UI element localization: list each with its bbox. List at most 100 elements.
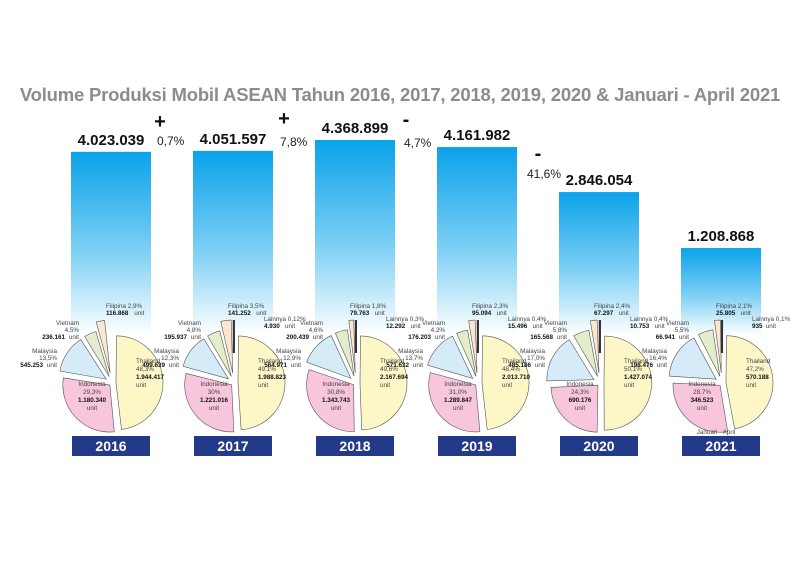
pie-label-2017-vietnam-pct: 4,8% (187, 327, 202, 334)
pie-slice-2019-vietnam (456, 329, 477, 377)
pie-label-2020-thailand-unit: unit (624, 382, 634, 389)
pie-label-2019-filipina-name: Filipina 2,3% (472, 303, 508, 310)
pie-slice-2016-thailand (115, 335, 164, 430)
pie-label-2017-thailand-pct: 49,1% (258, 366, 276, 373)
pie-slice-2019-malaysia (427, 335, 474, 379)
pie-label-2016-indonesia-unit: unit (87, 405, 97, 412)
pie-slice-2021-malaysia (668, 337, 717, 380)
change-sign: + (154, 111, 166, 133)
pie-label-2017-thailand-unit: unit (258, 382, 268, 389)
chart-title: Volume Produksi Mobil ASEAN Tahun 2016, … (19, 84, 781, 105)
pie-label-2019-indonesia-name: Indonesia (444, 381, 472, 388)
year-badge-2019 (438, 436, 516, 456)
total-label-2017: 4.051.597 (200, 131, 267, 148)
pie-label-2020-vietnam-pct: 5,8% (553, 327, 568, 334)
pie-label-2017-filipina-unit: unit (256, 310, 266, 317)
pie-slice-2021-vietnam (698, 329, 721, 377)
pie-label-2016-indonesia-name: Indonesia (78, 381, 106, 388)
pie-label-2019-vietnam-pct: 4,2% (431, 327, 446, 334)
pie-label-2016-thailand-name: Thailand (136, 358, 161, 365)
change-percent: 0,7% (157, 134, 185, 148)
pie-slice-2018-malaysia (306, 335, 352, 379)
pie-label-2016-vietnam-value: 236.161 (42, 334, 65, 341)
pie-label-2019-thailand-pct: 48,4% (502, 366, 520, 373)
pie-label-2016-filipina-value: 116.868 (106, 310, 129, 317)
pie-slice-2020-filipina (589, 319, 600, 374)
pie-label-2020-malaysia-unit: unit (535, 362, 545, 369)
pie-slice-2018-filipina (348, 319, 356, 374)
pie-label-2017-vietnam-value: 195.937 (164, 334, 187, 341)
pie-label-2021-thailand-name: Thailand (746, 358, 771, 365)
pie-label-2016-thailand-unit: unit (136, 382, 146, 389)
year-badge-2016 (72, 436, 150, 456)
pie-slice-2021-thailand (725, 335, 774, 430)
pie-label-2020-filipina-value: 67.297 (594, 310, 614, 317)
pie-label-2019-malaysia-value: 571.632 (386, 362, 409, 369)
pie-label-2021-thailand-value: 570.188 (746, 374, 769, 381)
pie-label-2016-malaysia-unit: unit (47, 362, 57, 369)
total-label-2020: 2.846.054 (566, 172, 633, 189)
pie-slice-2020-thailand (603, 335, 652, 431)
pie-label-2017-filipina-name: Filipina 3,5% (228, 303, 264, 310)
year-label-2019: 2019 (461, 438, 492, 454)
pie-label-2016-vietnam-pct: 4,5% (65, 327, 80, 334)
pie-label-2019-filipina-value: 95.094 (472, 310, 492, 317)
pie-label-2021-malaysia-pct: 16,4% (649, 355, 667, 362)
pie-slice-2017-indonesia (184, 373, 235, 433)
pie-label-2016-thailand-value: 1.944.417 (136, 374, 165, 381)
pie-label-2016-malaysia-pct: 13,5% (39, 355, 57, 362)
pie-label-2016-indonesia-pct: 29,3% (83, 389, 101, 396)
pie-label-2019-thailand-value: 2.013.710 (502, 374, 531, 381)
pie-label-2016-malaysia-name: Malaysia (32, 348, 57, 355)
pie-slice-2017-vietnam (207, 330, 232, 377)
pie-slice-2019-indonesia (428, 372, 481, 433)
pie-label-2021-filipina-unit: unit (741, 310, 751, 317)
pie-label-2017-thailand-value: 1.988.823 (258, 374, 287, 381)
year-label-2016: 2016 (95, 438, 126, 454)
pie-label-2020-lainnya-value: 10.753 (630, 323, 650, 330)
bar-2017 (193, 150, 273, 335)
pie-slice-2018-vietnam (334, 329, 355, 377)
pie-label-2018-filipina-name: Filipina 1,8% (350, 303, 386, 310)
total-label-2016: 4.023.039 (78, 132, 145, 149)
pie-label-2019-lainnya-unit: unit (533, 323, 543, 330)
pie-slice-2020-vietnam (573, 329, 598, 377)
pie-label-2020-malaysia-value: 485.186 (508, 362, 531, 369)
pie-label-2021-malaysia-unit: unit (657, 362, 667, 369)
pie-label-2018-lainnya-value: 12.292 (386, 323, 406, 330)
pie-label-2019-malaysia-pct: 13,7% (405, 355, 423, 362)
pie-label-2016-filipina-unit: unit (134, 310, 144, 317)
year-label-2021: 2021 (705, 438, 736, 454)
pie-label-2017-thailand-name: Thailand (258, 358, 283, 365)
pie-label-2021-lainnya-unit: unit (766, 323, 776, 330)
bar-2016 (71, 151, 151, 335)
pie-label-2018-indonesia-value: 1.343.743 (322, 397, 351, 404)
pie-label-2020-indonesia-pct: 24,3% (571, 389, 589, 396)
pie-label-2018-thailand-name: Thailand (380, 358, 405, 365)
pie-slice-2016-vietnam (84, 331, 110, 377)
pie-label-2018-filipina-value: 79.763 (350, 310, 370, 317)
pie-label-2017-malaysia-name: Malaysia (154, 348, 179, 355)
pie-label-2019-indonesia-value: 1.289.847 (444, 397, 473, 404)
pie-label-2021-indonesia-value: 346.523 (691, 397, 714, 404)
pie-label-2020-thailand-pct: 50,1% (624, 366, 642, 373)
pie-label-2017-lainnya-name: Lainnya 0,12% (264, 316, 306, 323)
pie-label-2020-thailand-name: Thailand (624, 358, 649, 365)
pie-label-2019-vietnam-unit: unit (435, 334, 445, 341)
pie-slice-2018-thailand (359, 335, 408, 431)
pie-label-2017-filipina-value: 141.252 (228, 310, 251, 317)
pie-label-2019-vietnam-value: 176.203 (408, 334, 431, 341)
pie-label-2020-indonesia-value: 690.176 (569, 397, 592, 404)
pie-label-2020-vietnam-value: 165.568 (530, 334, 553, 341)
total-label-2019: 4.161.982 (444, 127, 511, 144)
bar-2020 (559, 192, 639, 335)
pie-label-2020-indonesia-unit: unit (575, 405, 585, 412)
pie-label-2019-malaysia-name: Malaysia (398, 348, 423, 355)
pie-label-2021-malaysia-name: Malaysia (642, 348, 667, 355)
pie-label-2016-vietnam-name: Vietnam (56, 320, 79, 327)
pie-slice-2017-thailand (237, 335, 286, 431)
pie-label-2018-vietnam-name: Vietnam (300, 320, 323, 327)
pie-slice-2020-malaysia (546, 339, 595, 382)
pie-label-2018-indonesia-pct: 30,8% (327, 389, 345, 396)
change-percent: 7,8% (280, 135, 308, 149)
